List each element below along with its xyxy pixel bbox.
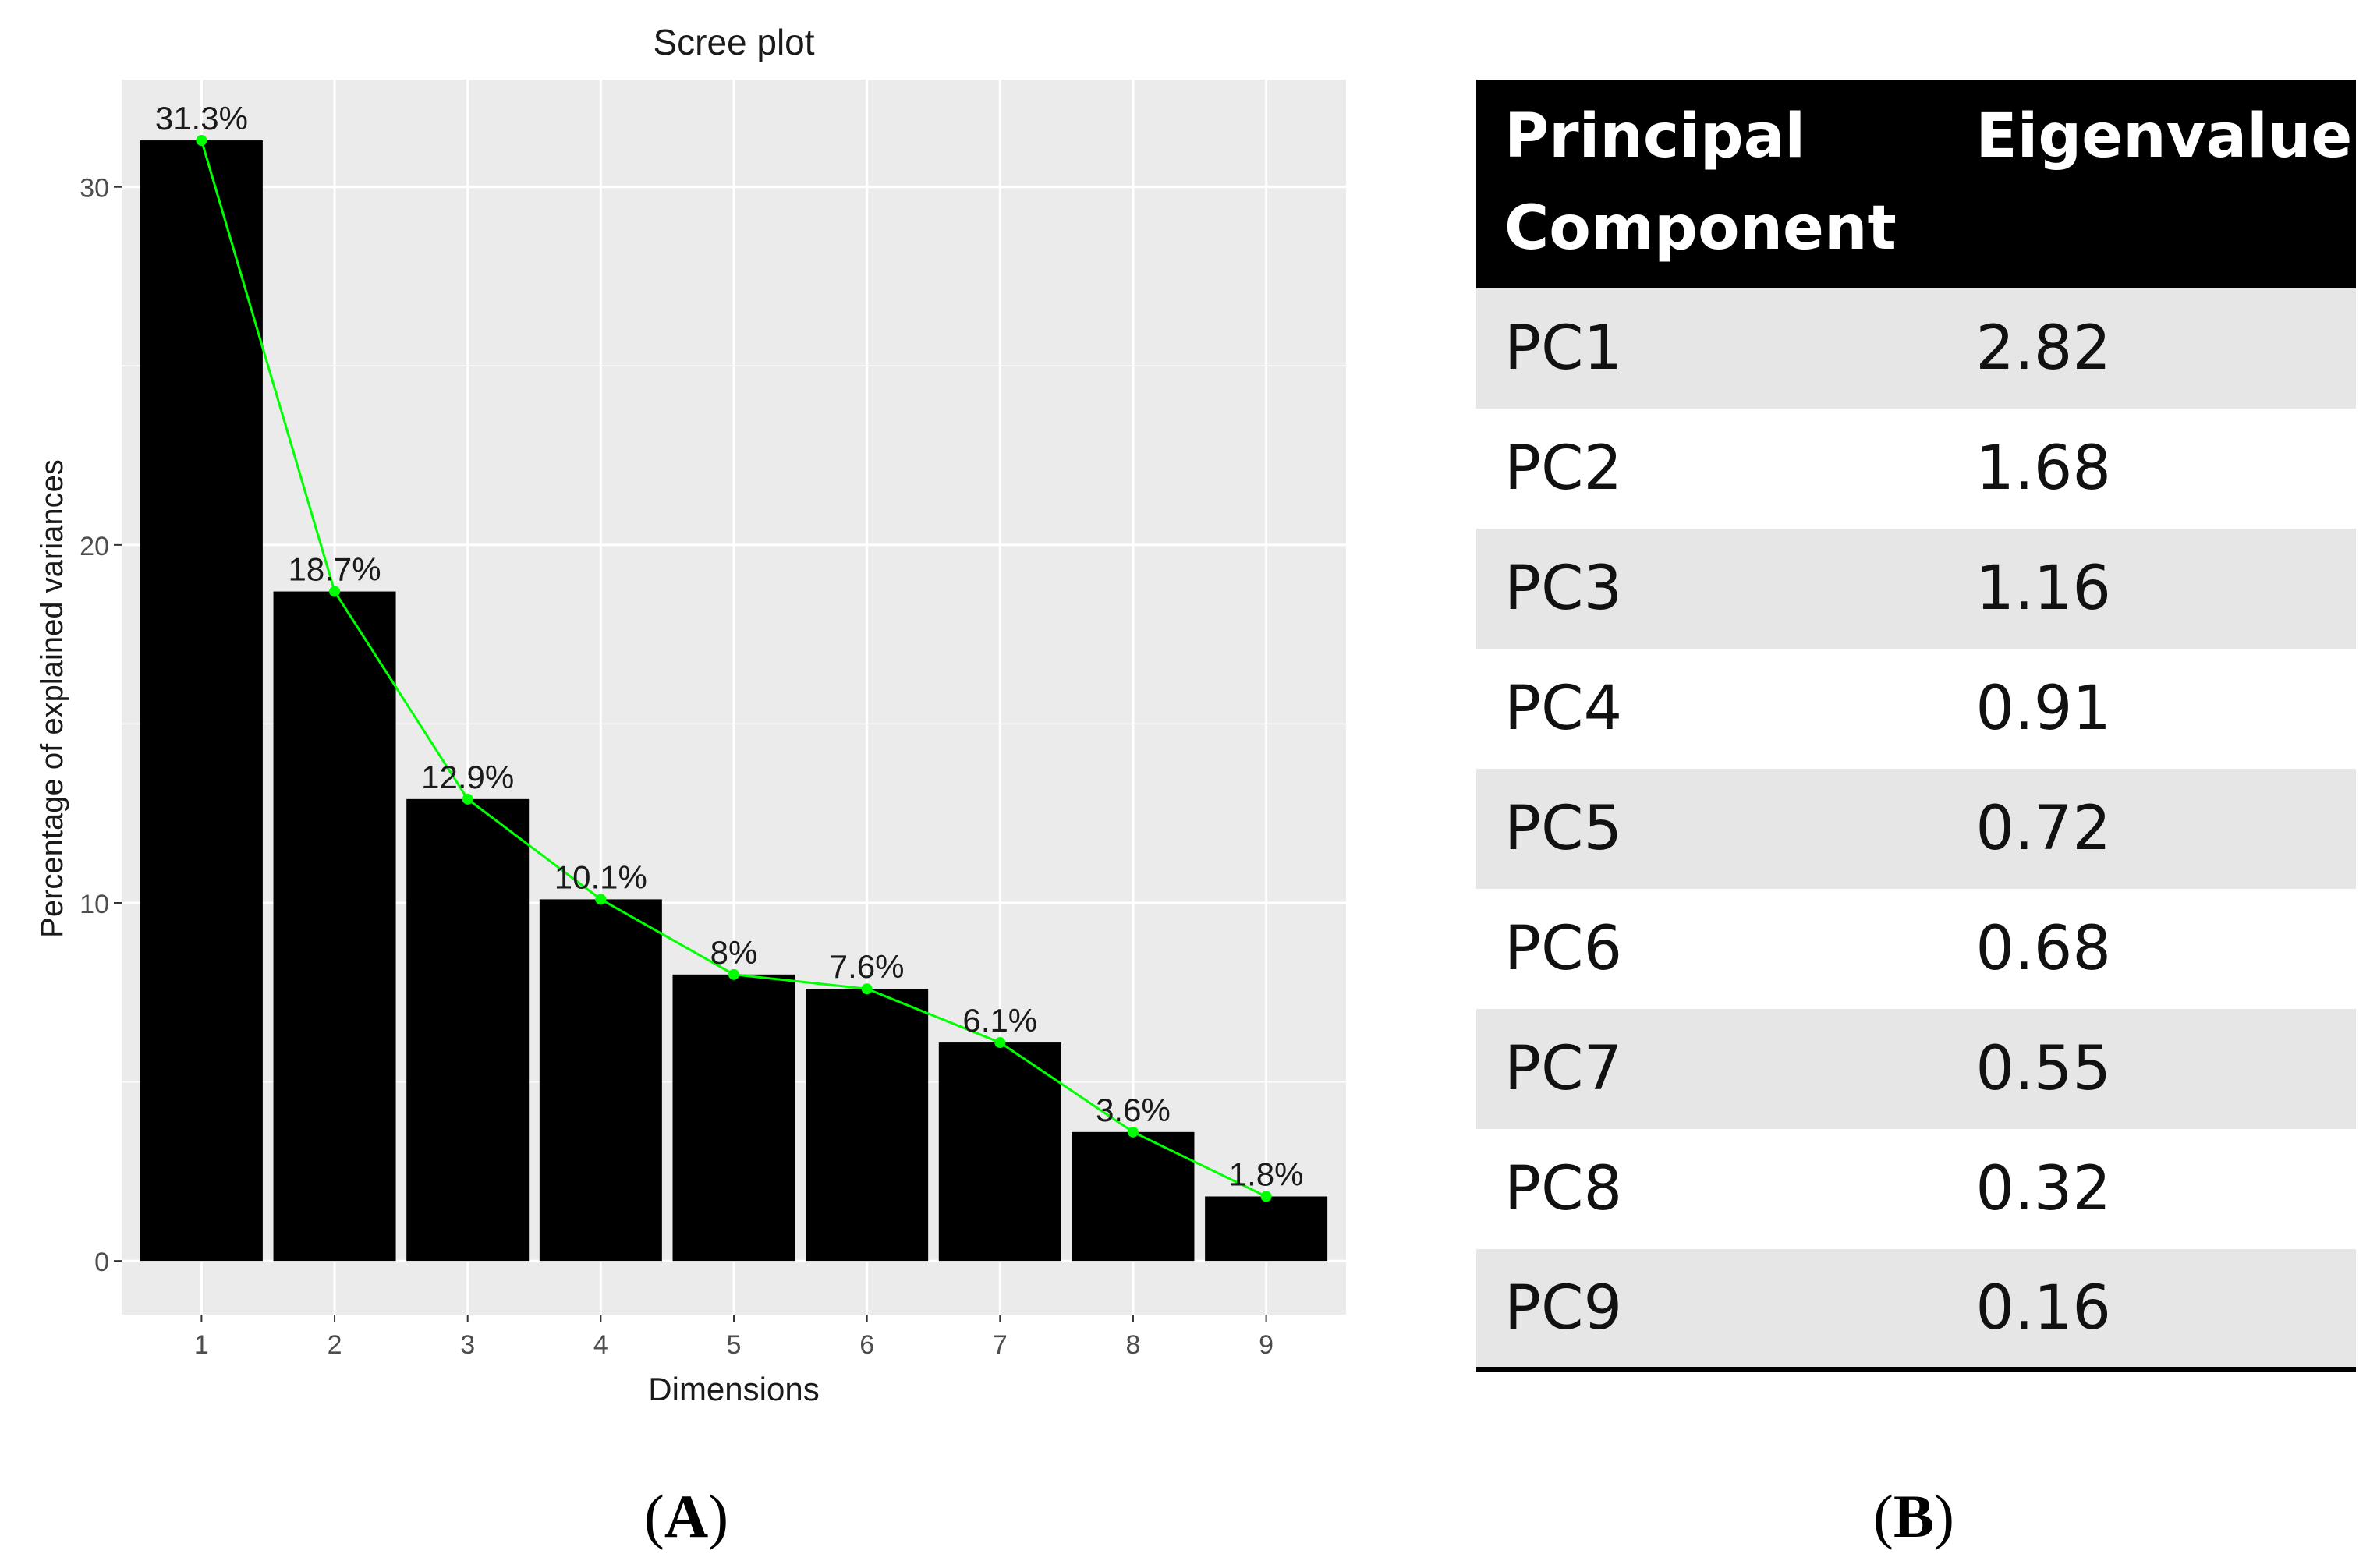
data-label: 3.6% [1096, 1092, 1171, 1128]
cell-component: PC8 [1504, 1154, 1623, 1224]
cell-eigenvalue: 2.82 [1960, 288, 2356, 409]
x-tick-label: 8 [1125, 1330, 1140, 1360]
bar [273, 591, 396, 1262]
y-tick-label: 10 [80, 890, 109, 919]
panel-a-letter: A [664, 1482, 709, 1550]
bar [672, 974, 795, 1262]
x-tick-label: 5 [727, 1330, 742, 1360]
y-axis-label: Percentage of explained variances [35, 459, 69, 938]
cell-component: PC5 [1476, 769, 1961, 889]
data-label: 31.3% [155, 100, 248, 136]
trend-point [595, 894, 607, 905]
x-tick-label: 7 [993, 1330, 1008, 1360]
table-row: PC8 0.32 [1476, 1129, 2356, 1249]
cell-component: PC1 [1476, 288, 1961, 409]
cell-component: PC4 [1504, 674, 1623, 744]
data-label: 7.6% [830, 948, 905, 985]
y-tick-label: 20 [80, 532, 109, 561]
data-label: 1.8% [1229, 1156, 1304, 1192]
data-label: 12.9% [421, 759, 514, 795]
trend-point [329, 586, 341, 597]
bar [1205, 1196, 1328, 1262]
bar [140, 140, 263, 1262]
cell-eigenvalue: 0.16 [1960, 1249, 2356, 1372]
bar [539, 899, 662, 1262]
trend-point [196, 135, 207, 147]
trend-point [994, 1037, 1006, 1049]
bar [938, 1042, 1061, 1262]
y-tick-label: 0 [94, 1248, 109, 1277]
x-tick-label: 2 [328, 1330, 342, 1360]
panel-a-caption: (A) [643, 1482, 729, 1550]
table-row: PC4 0.91 [1476, 649, 2356, 769]
x-tick-label: 3 [460, 1330, 475, 1360]
trend-point [1127, 1126, 1139, 1138]
table-row: PC6 0.68 [1476, 889, 2356, 1009]
table-row: PC9 0.16 [1476, 1249, 2356, 1372]
data-label: 8% [710, 934, 758, 971]
header-principal-component: Principal Component [1476, 80, 1961, 288]
cell-eigenvalue: 1.68 [1975, 434, 2112, 504]
x-tick-label: 1 [194, 1330, 209, 1360]
table-row: PC3 1.16 [1476, 529, 2356, 649]
cell-eigenvalue: 0.91 [1975, 674, 2112, 744]
data-label: 10.1% [554, 858, 647, 895]
trend-point [462, 793, 473, 805]
chart-title: Scree plot [653, 22, 814, 62]
eigenvalue-table-panel: Principal Component Eigenvalue PC1 2.82 PC… [1476, 80, 2356, 1372]
table-row: PC5 0.72 [1476, 769, 2356, 889]
x-tick-label: 4 [593, 1330, 608, 1360]
trend-point [861, 983, 873, 995]
cell-eigenvalue: 0.72 [1960, 769, 2356, 889]
trend-point [728, 968, 739, 980]
cell-component: PC6 [1504, 914, 1623, 984]
bar [806, 989, 929, 1262]
y-tick-label: 30 [80, 174, 109, 204]
cell-eigenvalue: 0.68 [1975, 914, 2112, 984]
panel-b-caption: (B) [1873, 1482, 1954, 1550]
table-row: PC7 0.55 [1476, 1009, 2356, 1129]
x-axis-label: Dimensions [648, 1371, 819, 1407]
bar [406, 798, 530, 1262]
header-eigenvalue: Eigenvalue [1960, 80, 2356, 288]
scree-plot: Scree plot Percentage of explained varia… [35, 22, 1346, 1407]
table-row: PC2 1.68 [1476, 409, 2356, 529]
cell-component: PC3 [1476, 529, 1961, 649]
x-tick-label: 6 [859, 1330, 874, 1360]
x-tick-label: 9 [1259, 1330, 1274, 1360]
table-row: PC1 2.82 [1476, 288, 2356, 409]
cell-component: PC7 [1476, 1009, 1961, 1129]
trend-point [1260, 1191, 1272, 1202]
cell-eigenvalue: 1.16 [1960, 529, 2356, 649]
panel-b-letter: B [1893, 1482, 1935, 1550]
data-label: 6.1% [962, 1002, 1037, 1039]
bar [1072, 1131, 1195, 1262]
cell-eigenvalue: 0.55 [1960, 1009, 2356, 1129]
table-header-row: Principal Component Eigenvalue [1476, 80, 2356, 288]
cell-component: PC9 [1476, 1249, 1961, 1372]
data-label: 18.7% [288, 551, 381, 588]
cell-eigenvalue: 0.32 [1975, 1154, 2112, 1224]
cell-component: PC2 [1504, 434, 1623, 504]
eigenvalue-table: Principal Component Eigenvalue PC1 2.82 PC… [1476, 80, 2356, 1372]
